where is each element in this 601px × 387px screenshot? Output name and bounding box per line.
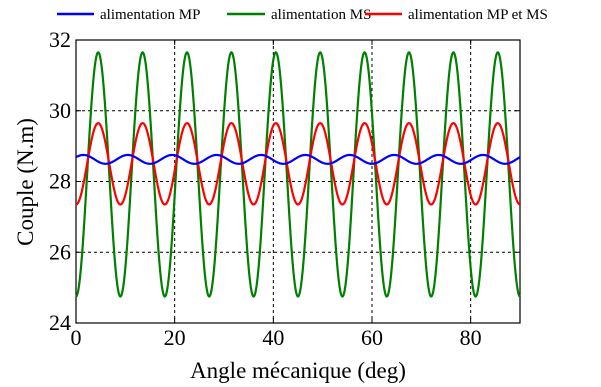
y-tick-label: 32	[49, 27, 71, 52]
y-tick-label: 28	[49, 169, 71, 194]
x-tick-label: 0	[71, 325, 82, 350]
legend-label-ms: alimentation MS	[271, 7, 371, 23]
y-tick-label: 30	[49, 98, 71, 123]
x-axis-label: Angle mécanique (deg)	[190, 358, 406, 383]
x-tick-label: 80	[460, 325, 482, 350]
series	[75, 51, 521, 298]
ticks: 0 20 40 60 80 24 26 28 30 32	[49, 27, 520, 350]
x-tick-label: 60	[361, 325, 383, 350]
series-line-mpms	[75, 122, 521, 206]
y-axis-label: Couple (N.m)	[13, 118, 38, 246]
x-tick-label: 40	[262, 325, 284, 350]
legend-label-mpms: alimentation MP et MS	[408, 7, 548, 23]
x-tick-label: 20	[164, 325, 186, 350]
y-tick-label: 26	[49, 239, 71, 264]
legend-label-mp: alimentation MP	[100, 7, 200, 23]
series-line-ms	[75, 51, 521, 298]
y-tick-label: 24	[49, 310, 71, 335]
series-line-mp	[75, 153, 521, 165]
legend: alimentation MP alimentation MS alimenta…	[57, 7, 548, 23]
